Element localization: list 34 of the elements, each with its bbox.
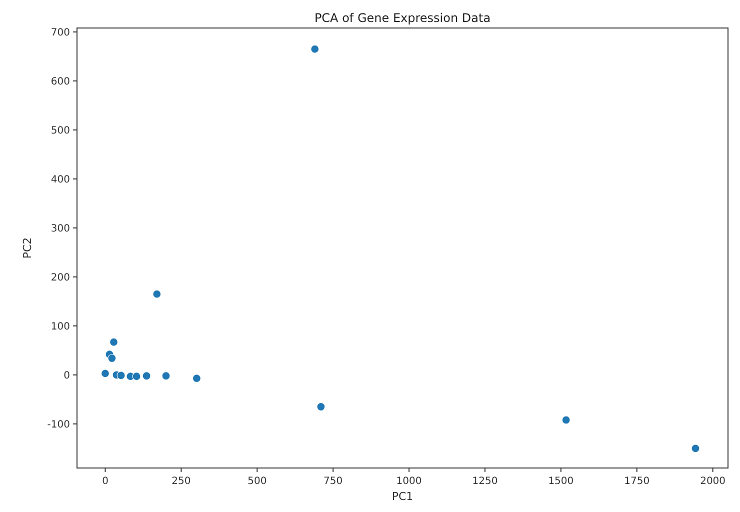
y-tick-label: 700 bbox=[50, 27, 70, 38]
y-tick-label: -100 bbox=[47, 419, 70, 430]
point bbox=[562, 416, 570, 424]
y-axis-title: PC2 bbox=[21, 237, 34, 259]
point bbox=[116, 371, 126, 380]
y-tick-label: 400 bbox=[50, 174, 70, 186]
x-tick-label: 1250 bbox=[472, 476, 498, 487]
chart-title: PCA of Gene Expression Data bbox=[314, 11, 491, 25]
point bbox=[316, 402, 326, 412]
point bbox=[142, 372, 151, 380]
point bbox=[152, 290, 162, 298]
point bbox=[132, 372, 141, 381]
x-tick-label: 2000 bbox=[700, 476, 726, 487]
point bbox=[109, 338, 118, 346]
point bbox=[100, 369, 110, 378]
y-tick-label: 0 bbox=[64, 370, 70, 382]
x-tick-label: 750 bbox=[324, 476, 343, 487]
x-tick-label: 500 bbox=[248, 476, 267, 487]
point bbox=[691, 444, 700, 453]
y-tick-label: 200 bbox=[50, 272, 70, 284]
x-tick-label: 1500 bbox=[548, 476, 574, 487]
x-axis-title: PC1 bbox=[392, 490, 414, 503]
point bbox=[162, 372, 170, 380]
point bbox=[108, 354, 116, 363]
y-tick-label: 300 bbox=[50, 223, 70, 234]
x-tick-label: 250 bbox=[172, 476, 191, 487]
x-tick-label: 1750 bbox=[624, 476, 650, 487]
point bbox=[192, 374, 201, 383]
x-tick-label: 1000 bbox=[396, 476, 422, 487]
point bbox=[310, 44, 320, 54]
y-tick-label: 100 bbox=[50, 321, 70, 332]
x-tick-label: 0 bbox=[102, 476, 108, 487]
y-tick-label: 500 bbox=[50, 125, 70, 136]
y-tick-label: 600 bbox=[50, 76, 70, 88]
